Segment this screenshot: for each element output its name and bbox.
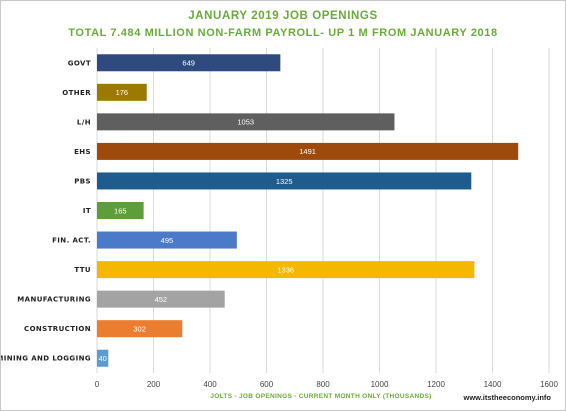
category-label: PBS bbox=[74, 177, 91, 185]
bar bbox=[97, 83, 147, 101]
x-tick-label: 400 bbox=[203, 380, 217, 389]
bar bbox=[97, 54, 281, 72]
data-label: 495 bbox=[161, 236, 174, 245]
x-tick-label: 0 bbox=[95, 380, 100, 389]
category-label: TTU bbox=[74, 266, 91, 274]
bar bbox=[97, 261, 475, 279]
data-label: 176 bbox=[116, 88, 129, 97]
category-label: EHS bbox=[74, 148, 91, 156]
data-label: 165 bbox=[114, 206, 127, 215]
x-tick-label: 1400 bbox=[484, 380, 502, 389]
category-label: MANUFACTURING bbox=[17, 296, 91, 304]
data-label: 649 bbox=[182, 59, 195, 68]
bar bbox=[97, 113, 395, 131]
data-label: 1336 bbox=[277, 265, 294, 274]
x-tick-label: 1000 bbox=[371, 380, 389, 389]
data-label: 40 bbox=[98, 354, 106, 363]
bar bbox=[97, 172, 472, 190]
category-label: CONSTRUCTION bbox=[24, 325, 91, 333]
category-label: MINING AND LOGGING bbox=[1, 355, 91, 363]
bar bbox=[97, 202, 144, 219]
data-label: 302 bbox=[133, 324, 146, 333]
chart-title: JANUARY 2019 JOB OPENINGS bbox=[188, 10, 377, 22]
bar bbox=[97, 142, 519, 160]
category-label: OTHER bbox=[62, 89, 91, 97]
bar bbox=[97, 349, 109, 367]
category-label: IT bbox=[83, 207, 91, 215]
bar bbox=[97, 320, 183, 338]
x-axis-label: JOLTS - JOB OPENINGS - CURRENT MONTH ONL… bbox=[210, 393, 431, 400]
data-label: 1325 bbox=[276, 177, 293, 186]
data-label: 1053 bbox=[237, 118, 254, 127]
category-label: L/H bbox=[77, 118, 91, 126]
bars-group: GOVT 649 OTHER 176 L/H 1053 EHS 1491 PBS 1325 IT 16… bbox=[1, 54, 519, 367]
bar bbox=[97, 290, 225, 308]
category-label: FIN. ACT. bbox=[52, 237, 91, 245]
x-tick-label: 1200 bbox=[427, 380, 445, 389]
bar bbox=[97, 231, 237, 249]
x-axis-ticks: 0 200 400 600 800 1000 1200 1400 1600 bbox=[95, 380, 559, 389]
data-label: 452 bbox=[155, 295, 168, 304]
chart-subtitle: TOTAL 7.484 MILLION NON-FARM PAYROLL- UP… bbox=[68, 27, 497, 39]
grid-lines bbox=[96, 48, 550, 373]
x-tick-label: 800 bbox=[316, 380, 330, 389]
x-tick-label: 1600 bbox=[540, 380, 558, 389]
x-tick-label: 600 bbox=[260, 380, 274, 389]
source-credit: www.itstheeconomy.info bbox=[462, 393, 551, 402]
category-label: GOVT bbox=[68, 59, 91, 67]
x-tick-label: 200 bbox=[147, 380, 161, 389]
data-label: 1491 bbox=[299, 147, 316, 156]
